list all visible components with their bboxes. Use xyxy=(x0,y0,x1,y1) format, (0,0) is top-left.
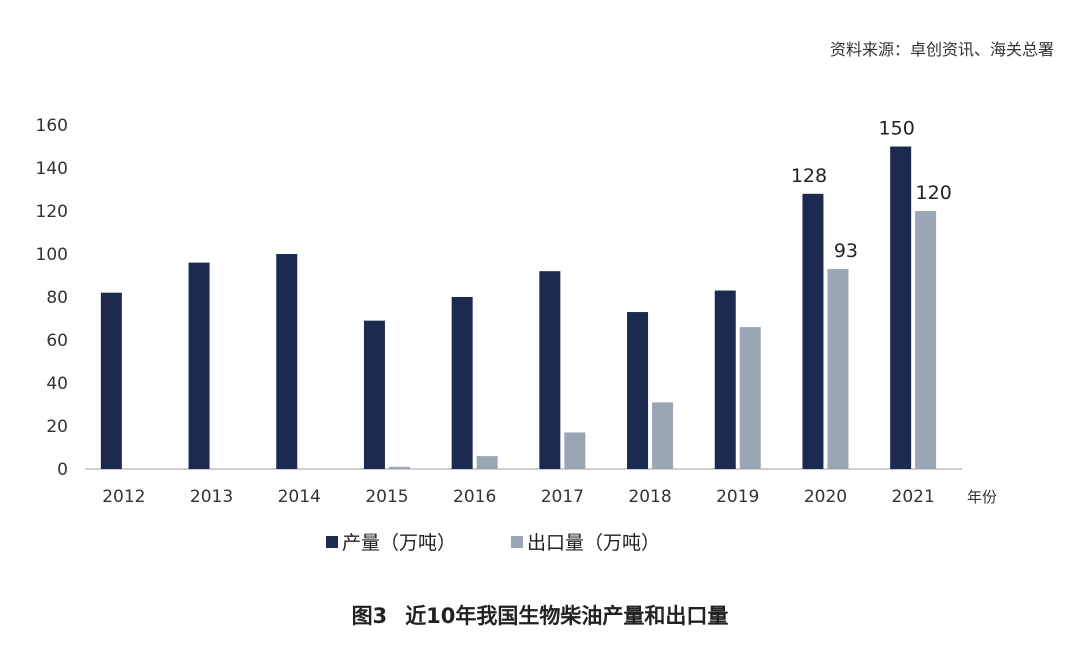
production-bar xyxy=(714,290,736,469)
y-tick-label: 60 xyxy=(46,331,68,351)
export-bar xyxy=(739,327,761,469)
y-tick-label: 20 xyxy=(46,417,68,437)
export-bar xyxy=(827,269,849,469)
x-tick-label: 2020 xyxy=(804,487,847,507)
legend-label-production: 产量（万吨） xyxy=(342,532,456,554)
figure-caption: 图3 近10年我国生物柴油产量和出口量 xyxy=(0,600,1080,630)
y-tick-label: 0 xyxy=(57,460,68,480)
source-note: 资料来源：卓创资讯、海关总署 xyxy=(829,40,1054,59)
data-label: 150 xyxy=(879,118,915,140)
data-label: 128 xyxy=(791,165,827,187)
legend: 产量（万吨） 出口量（万吨） xyxy=(326,532,660,554)
legend-swatch-production xyxy=(326,536,338,548)
x-tick-label: 2016 xyxy=(453,487,496,507)
x-tick-label: 2018 xyxy=(628,487,671,507)
production-bar xyxy=(890,146,912,469)
production-bar xyxy=(276,254,298,469)
export-bar xyxy=(564,432,586,469)
x-tick-label: 2021 xyxy=(892,487,935,507)
production-bar xyxy=(451,297,473,469)
x-axis-ticks: 2012 2013 2014 2015 2016 2017 2018 2019 2020 2021 xyxy=(102,487,935,507)
y-tick-label: 160 xyxy=(36,116,68,136)
value-labels: 128 93 150 120 xyxy=(791,118,952,263)
data-label: 120 xyxy=(916,182,952,204)
legend-swatch-export xyxy=(511,536,523,548)
x-tick-label: 2013 xyxy=(190,487,233,507)
y-tick-label: 140 xyxy=(36,159,68,179)
export-bar xyxy=(652,402,674,469)
y-tick-label: 40 xyxy=(46,374,68,394)
x-axis-unit: 年份 xyxy=(967,488,997,506)
export-bar xyxy=(915,211,937,469)
production-bar xyxy=(539,271,561,469)
bars xyxy=(100,146,937,470)
production-bar xyxy=(363,320,385,469)
x-tick-label: 2017 xyxy=(541,487,584,507)
data-label: 93 xyxy=(834,240,858,262)
figure-number: 图3 xyxy=(351,604,388,628)
production-bar xyxy=(100,292,122,469)
figure-title: 近10年我国生物柴油产量和出口量 xyxy=(405,604,729,628)
x-tick-label: 2012 xyxy=(102,487,145,507)
production-bar xyxy=(627,312,649,469)
export-bar xyxy=(388,466,410,469)
x-tick-label: 2014 xyxy=(278,487,321,507)
y-tick-label: 80 xyxy=(46,288,68,308)
x-tick-label: 2019 xyxy=(716,487,759,507)
y-tick-label: 100 xyxy=(36,245,68,265)
y-tick-label: 120 xyxy=(36,202,68,222)
production-bar xyxy=(802,193,824,470)
y-axis-ticks: 0 20 40 60 80 100 120 140 160 xyxy=(36,116,68,480)
x-tick-label: 2015 xyxy=(365,487,408,507)
legend-label-export: 出口量（万吨） xyxy=(527,532,660,554)
production-bar xyxy=(188,262,210,469)
export-bar xyxy=(476,456,498,469)
